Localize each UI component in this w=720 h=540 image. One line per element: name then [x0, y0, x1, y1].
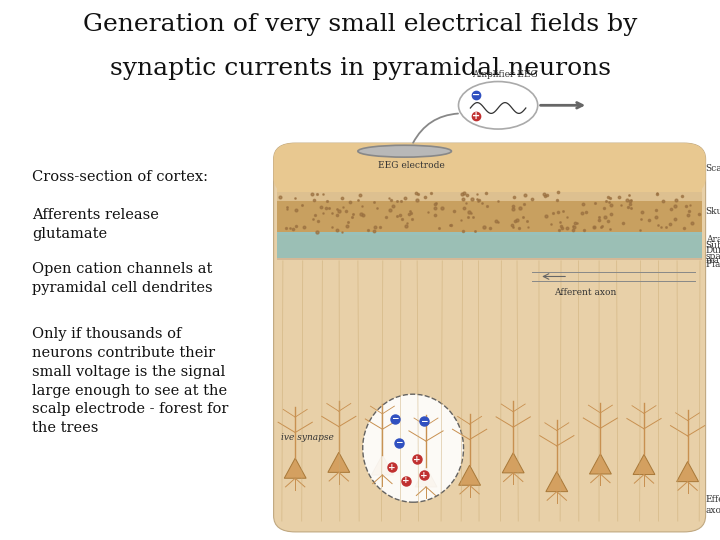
Bar [277, 232, 702, 235]
Polygon shape [328, 453, 350, 472]
Text: Generation of very small electrical fields by: Generation of very small electrical fiel… [83, 14, 637, 37]
Polygon shape [415, 467, 437, 487]
Text: Scalp: Scalp [706, 164, 720, 173]
Text: EEG electrode: EEG electrode [379, 161, 445, 171]
Text: +: + [472, 111, 480, 121]
Polygon shape [677, 462, 698, 482]
Text: Only if thousands of
neurons contribute their
small voltage is the signal
large : Only if thousands of neurons contribute … [32, 327, 229, 435]
Text: Amplifier EEG: Amplifier EEG [472, 70, 538, 79]
Ellipse shape [459, 82, 538, 129]
Text: Subarachnoid
space: Subarachnoid space [706, 241, 720, 261]
Bar [277, 258, 702, 260]
Text: Open cation channels at
pyramidal cell dendrites: Open cation channels at pyramidal cell d… [32, 262, 213, 295]
Text: Afferents release
glutamate: Afferents release glutamate [32, 208, 159, 241]
Polygon shape [546, 471, 568, 491]
Text: −: − [395, 438, 402, 447]
Text: Cross-section of cortex:: Cross-section of cortex: [32, 170, 208, 184]
Text: +: + [388, 463, 395, 471]
Text: +: + [413, 455, 420, 463]
Polygon shape [284, 458, 306, 478]
Polygon shape [590, 454, 611, 474]
Polygon shape [633, 455, 655, 475]
Text: Efferent
axon: Efferent axon [706, 495, 720, 515]
Text: Skull: Skull [706, 207, 720, 217]
Ellipse shape [358, 145, 451, 157]
Bar [277, 192, 702, 201]
Ellipse shape [363, 394, 464, 502]
Bar [277, 192, 702, 232]
Text: Dura
mater: Dura mater [706, 246, 720, 265]
FancyBboxPatch shape [274, 143, 706, 194]
Text: −: − [420, 417, 428, 426]
FancyBboxPatch shape [274, 143, 706, 532]
Text: −: − [472, 90, 480, 100]
Text: synaptic currents in pyramidal neurons: synaptic currents in pyramidal neurons [109, 57, 611, 80]
Bar [277, 232, 702, 258]
Text: Pia mater: Pia mater [706, 260, 720, 269]
Text: ive synapse: ive synapse [281, 433, 333, 442]
Text: Afferent axon: Afferent axon [554, 288, 616, 297]
Text: −: − [392, 414, 399, 423]
Text: +: + [402, 476, 410, 485]
Bar [277, 168, 702, 192]
Polygon shape [503, 453, 524, 473]
Polygon shape [372, 455, 393, 475]
Text: +: + [420, 471, 428, 480]
Polygon shape [459, 465, 480, 485]
Text: Arachnoid: Arachnoid [706, 235, 720, 244]
